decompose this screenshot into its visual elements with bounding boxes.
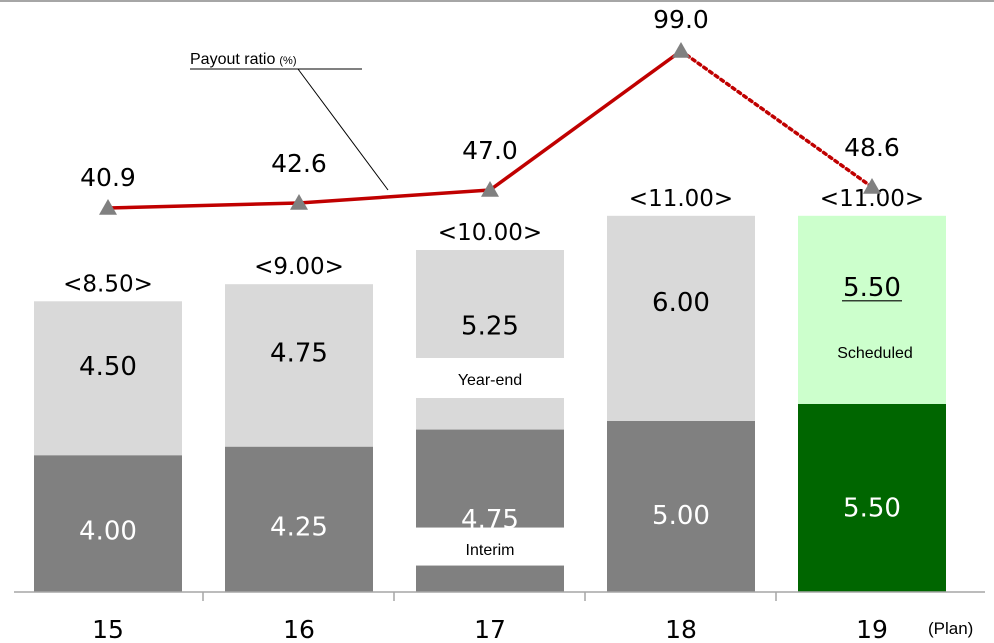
x-tick-label: 19 [856, 615, 888, 643]
yearend-value-label: 4.75 [270, 338, 328, 368]
bar-interim [225, 446, 373, 592]
payout-line-layer: 40.9 42.6 47.0 99.0 48.6 [80, 5, 900, 215]
x-axis: 15 16 17 18 19 [14, 591, 985, 643]
bar-interim [34, 455, 182, 592]
yearend-series-label: Year-end [458, 372, 522, 389]
payout-value-label: 40.9 [80, 163, 136, 192]
x-tick-label: 18 [665, 615, 697, 643]
bar-yearend [607, 215, 755, 421]
total-label: <11.00> [629, 186, 733, 212]
yearend-value-label: 5.50 [843, 273, 901, 303]
total-label: <8.50> [63, 271, 153, 297]
bar-yearend [416, 250, 564, 430]
legend-line-name: Payout ratio [190, 51, 275, 68]
yearend-caption-band [415, 358, 565, 398]
bar-yearend [798, 215, 946, 404]
payout-line-segment [107, 201, 300, 210]
yearend-value-label: 6.00 [652, 288, 710, 318]
interim-value-label: 4.25 [270, 513, 328, 543]
x-tick-label: 16 [283, 615, 315, 643]
yearend-value-label: 5.25 [461, 311, 519, 341]
yearend-value-label: 4.50 [79, 352, 137, 382]
payout-line-segment [298, 188, 491, 205]
total-label: <9.00> [254, 254, 344, 280]
bar-interim [607, 421, 755, 592]
plan-label: (Plan) [928, 619, 973, 638]
payout-value-label: 42.6 [271, 149, 327, 178]
labels-layer: Payout ratio (%) Interim Year-end Schedul… [190, 51, 973, 638]
payout-marker [99, 199, 117, 215]
x-tick-label: 17 [474, 615, 506, 643]
legend-line-unit: (%) [279, 55, 296, 67]
interim-caption-band [415, 527, 565, 566]
bars-layer: 4.004.50<8.50>4.254.75<9.00>4.755.25<10.… [34, 186, 946, 592]
bar-yearend [34, 301, 182, 456]
payout-line-segment [488, 49, 683, 192]
payout-marker [290, 194, 308, 210]
legend-line-label: Payout ratio (%) [190, 51, 297, 68]
payout-value-label: 99.0 [653, 5, 709, 34]
interim-value-label: 5.50 [843, 493, 901, 523]
payout-marker [863, 178, 881, 194]
interim-series-label: Interim [466, 542, 515, 559]
payout-value-label: 47.0 [462, 136, 518, 165]
total-label: <10.00> [438, 220, 542, 246]
legend-leader-line [297, 68, 389, 191]
payout-marker [672, 42, 690, 58]
interim-value-label: 5.00 [652, 501, 710, 531]
payout-value-label: 48.6 [844, 133, 900, 162]
scheduled-label: Scheduled [837, 345, 913, 362]
payout-line-plan-segment [679, 49, 874, 189]
x-tick-label: 15 [92, 615, 124, 643]
interim-value-label: 4.00 [79, 516, 137, 546]
bar-interim [798, 403, 946, 592]
payout-marker [481, 181, 499, 197]
bar-yearend [225, 284, 373, 447]
